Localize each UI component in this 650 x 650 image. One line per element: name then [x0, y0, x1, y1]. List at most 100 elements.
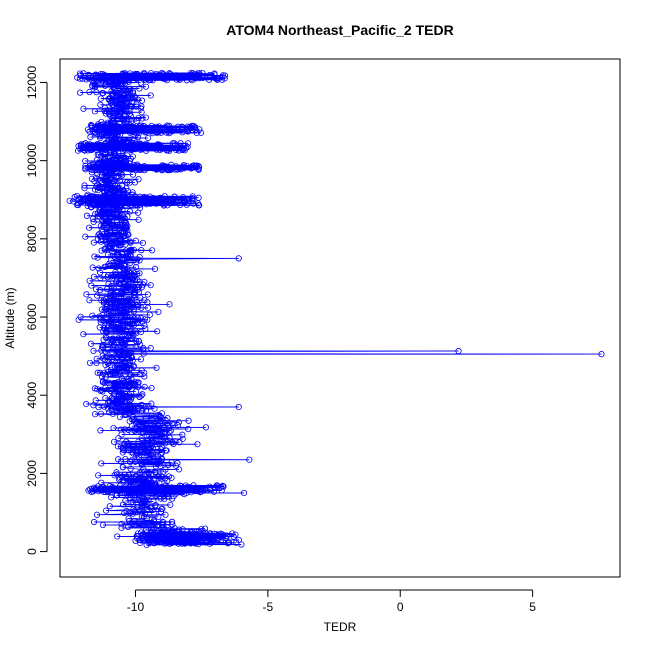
data-point — [168, 459, 175, 466]
data-point — [246, 456, 253, 463]
data-point — [155, 411, 162, 419]
data-point — [101, 403, 108, 410]
data-point — [130, 443, 137, 450]
data-point — [110, 438, 118, 446]
data-point — [194, 485, 201, 492]
data-point — [83, 400, 90, 408]
data-point — [136, 341, 144, 348]
data-point — [105, 181, 112, 188]
data-point — [125, 280, 132, 288]
data-point — [115, 258, 122, 266]
data-point — [123, 438, 130, 445]
data-point — [131, 406, 138, 414]
data-point — [121, 426, 128, 433]
series-line-segment — [116, 303, 124, 305]
plot-data-layer — [66, 69, 605, 549]
data-point — [114, 263, 121, 270]
data-point — [161, 475, 169, 482]
data-point — [106, 483, 113, 490]
data-point — [121, 440, 128, 447]
data-point — [100, 206, 108, 213]
data-point — [121, 471, 128, 478]
data-point — [157, 451, 164, 458]
data-point — [115, 335, 122, 342]
data-point — [108, 339, 115, 346]
data-point — [98, 373, 106, 380]
data-point — [136, 253, 143, 261]
data-point — [125, 164, 133, 171]
data-point — [132, 237, 139, 244]
data-point — [180, 194, 187, 201]
data-point — [121, 399, 129, 406]
data-point — [93, 511, 101, 518]
data-point — [85, 487, 92, 494]
data-point — [160, 519, 167, 526]
data-point — [118, 257, 126, 264]
data-point — [148, 442, 155, 450]
data-point — [157, 508, 164, 515]
data-point — [120, 213, 127, 220]
data-point — [162, 196, 170, 203]
data-point — [154, 328, 161, 335]
data-point — [137, 315, 145, 322]
y-tick-label: 6000 — [25, 303, 39, 330]
data-point — [112, 299, 119, 306]
data-point — [118, 524, 125, 532]
data-point — [89, 312, 96, 319]
data-point — [106, 503, 113, 510]
data-point — [167, 486, 174, 493]
data-point — [102, 296, 109, 303]
data-point — [97, 427, 104, 434]
data-point — [235, 536, 242, 544]
data-point — [107, 354, 114, 361]
data-point — [133, 319, 140, 326]
data-point — [99, 521, 107, 529]
data-point — [175, 526, 183, 533]
data-point — [154, 165, 161, 172]
y-tick-label: 4000 — [25, 382, 39, 409]
data-point — [80, 331, 87, 338]
data-point — [134, 530, 142, 537]
data-point — [180, 162, 188, 169]
data-point — [230, 533, 237, 540]
data-point — [206, 483, 213, 490]
data-point — [139, 428, 147, 435]
data-point — [98, 306, 106, 313]
data-point — [77, 313, 84, 320]
data-point — [94, 151, 101, 158]
data-point — [112, 405, 120, 412]
data-point — [115, 362, 122, 369]
data-point — [115, 486, 122, 493]
data-point — [122, 455, 129, 463]
data-point — [144, 316, 151, 323]
data-point — [112, 268, 119, 276]
data-point — [159, 518, 166, 525]
x-axis-label: TEDR — [324, 620, 357, 634]
data-point — [90, 218, 97, 226]
data-point — [202, 485, 209, 492]
data-point — [112, 364, 119, 371]
data-point — [141, 322, 148, 329]
data-point — [129, 320, 136, 327]
data-point — [186, 484, 193, 491]
data-point — [94, 292, 101, 299]
data-point — [157, 417, 164, 424]
data-point — [86, 297, 93, 304]
data-point — [114, 172, 121, 179]
series-line-segment — [119, 296, 141, 299]
data-point — [210, 530, 218, 537]
data-point — [97, 369, 104, 376]
data-point — [136, 204, 144, 211]
data-point — [95, 265, 102, 272]
data-point — [220, 483, 227, 490]
data-point — [141, 316, 149, 323]
series-line-segment — [111, 338, 114, 340]
data-point — [127, 155, 134, 162]
data-point — [143, 526, 150, 534]
data-point — [112, 150, 119, 157]
data-point — [213, 482, 220, 489]
data-point — [240, 489, 248, 497]
data-point — [190, 162, 197, 169]
data-point — [147, 164, 154, 171]
data-point — [121, 345, 128, 352]
